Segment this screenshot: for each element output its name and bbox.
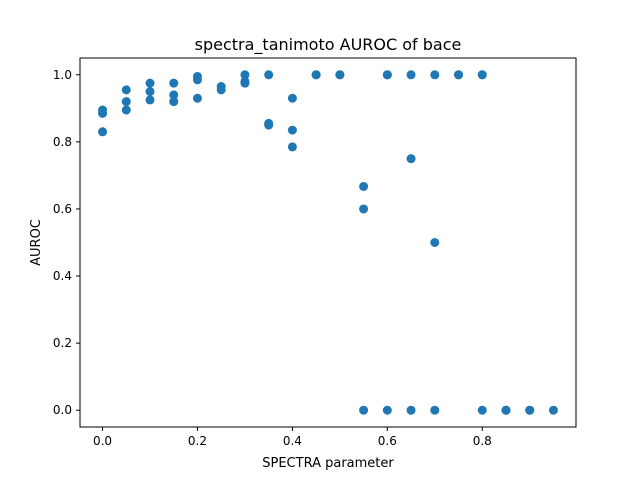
data-point-41 — [430, 405, 440, 415]
data-point-7 — [145, 87, 155, 97]
data-point-27 — [311, 70, 321, 80]
y-axis-ticks: 0.0 0.2 0.4 0.6 0.8 1.0 — [53, 68, 80, 417]
data-point-2 — [98, 127, 108, 137]
data-point-46 — [477, 405, 487, 415]
data-point-23 — [287, 93, 297, 103]
data-point-30 — [359, 181, 369, 191]
data-point-6 — [145, 78, 155, 88]
data-point-13 — [192, 75, 202, 85]
data-point-31 — [359, 204, 369, 214]
x-tick-label: 0.8 — [473, 434, 492, 448]
data-point-39 — [430, 70, 440, 80]
x-tick-label: 0.6 — [378, 434, 397, 448]
data-point-4 — [121, 97, 131, 107]
data-point-45 — [477, 70, 487, 80]
x-axis-ticks: 0.0 0.2 0.4 0.6 0.8 — [93, 427, 492, 448]
data-point-29 — [335, 70, 345, 80]
data-point-36 — [406, 70, 416, 80]
y-tick-label: 1.0 — [53, 68, 72, 82]
data-point-20 — [264, 70, 274, 80]
data-point-32 — [359, 405, 369, 415]
y-tick-label: 0.2 — [53, 336, 72, 350]
data-point-51 — [548, 405, 558, 415]
y-axis-label: AUROC — [29, 219, 44, 266]
data-point-50 — [525, 405, 535, 415]
data-point-1 — [98, 108, 108, 118]
data-point-22 — [264, 120, 274, 130]
data-point-37 — [406, 154, 416, 164]
data-point-43 — [454, 70, 464, 80]
data-point-34 — [382, 70, 392, 80]
data-point-19 — [240, 78, 250, 88]
chart-title: spectra_tanimoto AUROC of bace — [195, 35, 462, 55]
y-tick-label: 0.0 — [53, 403, 72, 417]
data-point-24 — [287, 125, 297, 135]
plot-frame — [79, 57, 577, 428]
y-tick-label: 0.6 — [53, 202, 72, 216]
x-tick-label: 0.2 — [188, 434, 207, 448]
data-point-14 — [192, 93, 202, 103]
data-point-38 — [406, 405, 416, 415]
data-point-35 — [382, 405, 392, 415]
data-point-10 — [169, 90, 179, 100]
data-point-9 — [169, 78, 179, 88]
points-layer — [98, 70, 558, 415]
y-tick-label: 0.4 — [53, 269, 72, 283]
data-point-3 — [121, 85, 131, 95]
x-axis-label: SPECTRA parameter — [262, 456, 394, 471]
y-tick-label: 0.8 — [53, 135, 72, 149]
data-point-16 — [216, 85, 226, 95]
data-point-40 — [430, 238, 440, 247]
data-point-11 — [169, 97, 179, 107]
data-point-8 — [145, 95, 155, 105]
data-point-48 — [501, 405, 511, 415]
data-point-25 — [287, 142, 297, 152]
data-point-17 — [240, 70, 250, 80]
data-point-5 — [121, 105, 131, 115]
x-tick-label: 0.0 — [93, 434, 112, 448]
x-tick-label: 0.4 — [283, 434, 302, 448]
